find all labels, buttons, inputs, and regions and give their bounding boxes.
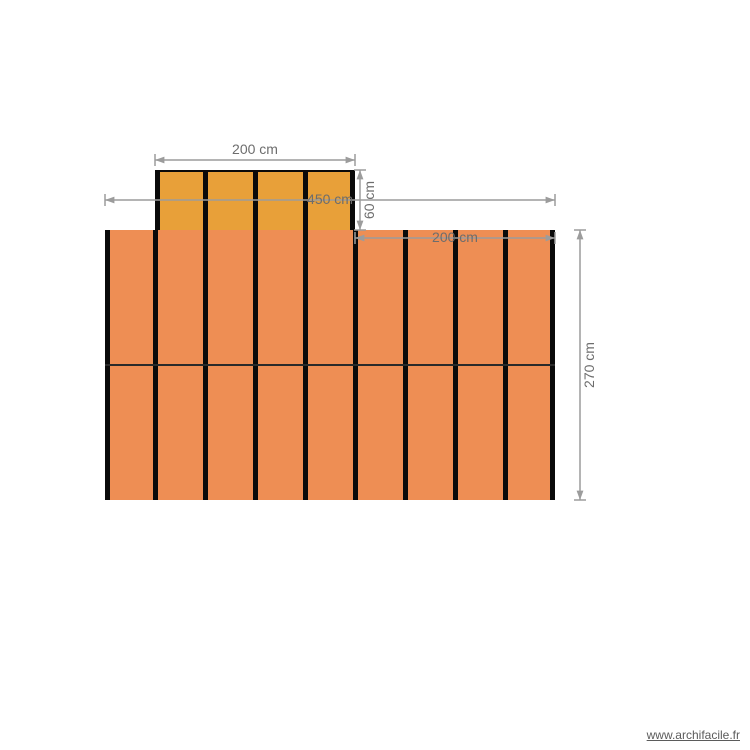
svg-text:270 cm: 270 cm bbox=[581, 342, 597, 388]
svg-text:450 cm: 450 cm bbox=[307, 191, 353, 207]
svg-text:60 cm: 60 cm bbox=[361, 181, 377, 219]
dimension-overlay: 200 cm 450 cm 200 cm 60 cm 270 cm bbox=[0, 0, 750, 750]
dimension-side_270: 270 cm bbox=[574, 230, 597, 500]
dimension-mid_450: 450 cm bbox=[105, 191, 555, 207]
svg-text:200 cm: 200 cm bbox=[232, 141, 278, 157]
svg-text:200 cm: 200 cm bbox=[432, 229, 478, 245]
dimension-top_200: 200 cm bbox=[155, 141, 355, 166]
dimension-right_200: 200 cm bbox=[355, 229, 555, 245]
diagram-canvas: 200 cm 450 cm 200 cm 60 cm 270 cm www.archif… bbox=[0, 0, 750, 750]
watermark-link[interactable]: www.archifacile.fr bbox=[647, 728, 740, 742]
